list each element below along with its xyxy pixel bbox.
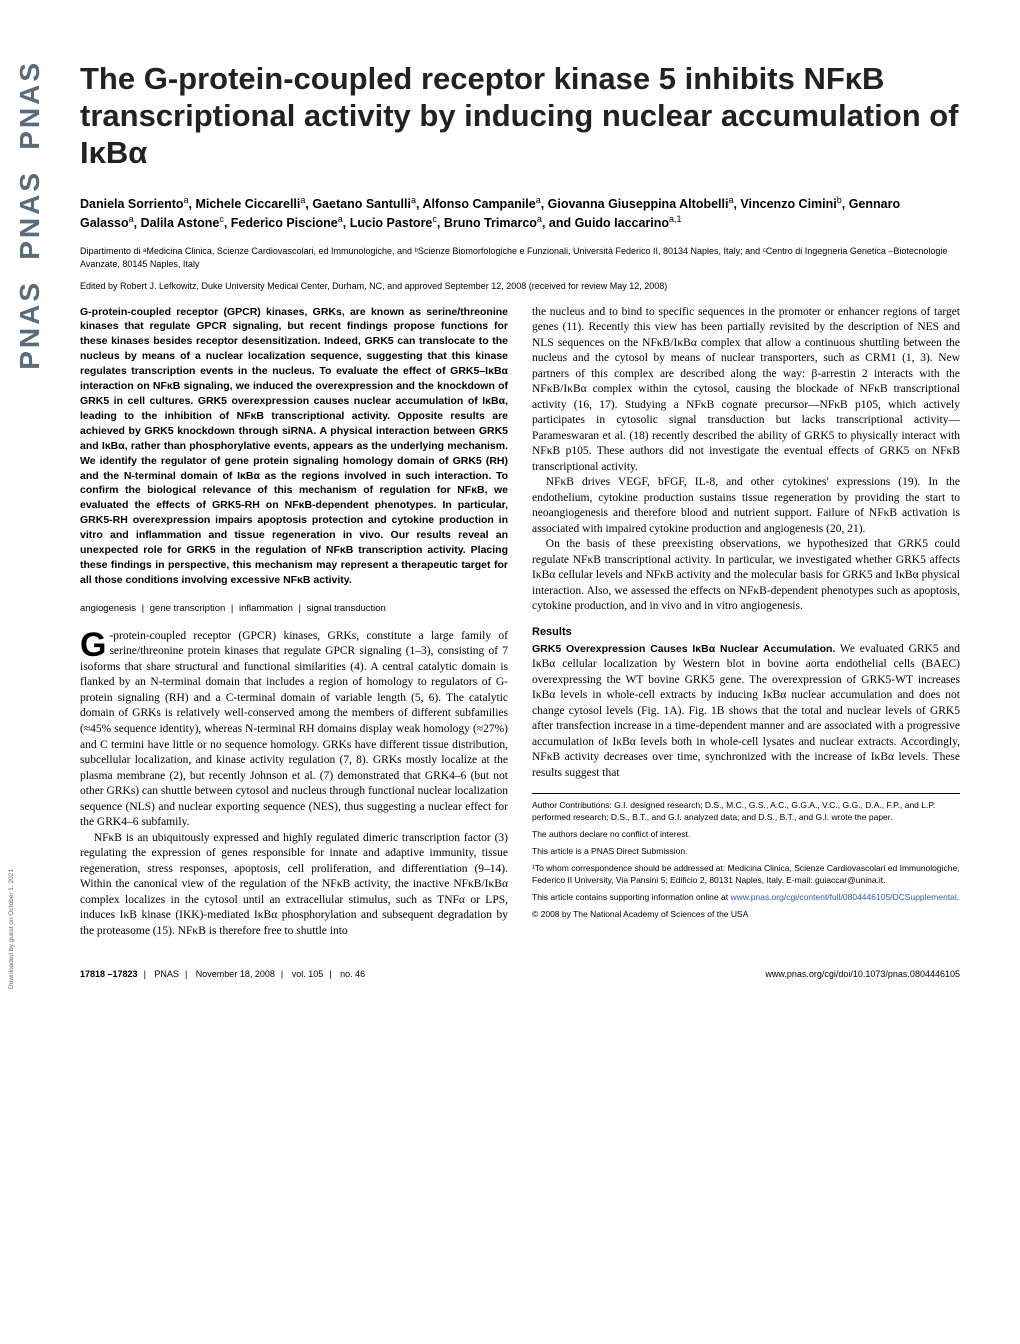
footer-left: 17818 –17823| PNAS| November 18, 2008| v…: [80, 969, 365, 979]
download-note: Downloaded by guest on October 1, 2021: [8, 869, 15, 989]
direct-submission: This article is a PNAS Direct Submission…: [532, 846, 960, 858]
two-column-body: G-protein-coupled receptor (GPCR) kinase…: [80, 305, 960, 940]
author-contributions: Author Contributions: G.I. designed rese…: [532, 800, 960, 824]
footnotes: Author Contributions: G.I. designed rese…: [532, 793, 960, 920]
results-head: Results: [532, 625, 960, 640]
body-p1: -protein-coupled receptor (GPCR) kinases…: [80, 630, 508, 828]
results-text: We evaluated GRK5 and IκBα cellular loca…: [532, 643, 960, 779]
body-p4: NFκB drives VEGF, bFGF, IL-8, and other …: [532, 475, 960, 537]
abstract: G-protein-coupled receptor (GPCR) kinase…: [80, 305, 508, 588]
page-content: The G-protein-coupled receptor kinase 5 …: [0, 0, 1020, 1019]
body-p2: NFκB is an ubiquitously expressed and hi…: [80, 831, 508, 940]
results-runin: GRK5 Overexpression Causes IκBα Nuclear …: [532, 643, 835, 655]
pnas-logo: PNAS: [14, 280, 46, 370]
authors: Daniela Sorrientoa, Michele Ciccarellia,…: [80, 194, 960, 234]
supporting-info: This article contains supporting informa…: [532, 892, 960, 904]
body-p5: On the basis of these preexisting observ…: [532, 537, 960, 615]
pnas-sidebar: PNAS PNAS PNAS: [10, 60, 50, 860]
article-title: The G-protein-coupled receptor kinase 5 …: [80, 60, 960, 172]
affiliations: Dipartimento di ᵃMedicina Clinica, Scien…: [80, 245, 960, 270]
body-p3: the nucleus and to bind to specific sequ…: [532, 305, 960, 476]
correspondence: ¹To whom correspondence should be addres…: [532, 863, 960, 887]
supporting-link[interactable]: www.pnas.org/cgi/content/full/0804446105…: [730, 892, 956, 902]
pnas-logo: PNAS: [14, 170, 46, 260]
page-footer: 17818 –17823| PNAS| November 18, 2008| v…: [80, 963, 960, 979]
conflict-statement: The authors declare no conflict of inter…: [532, 829, 960, 841]
footer-doi: www.pnas.org/cgi/doi/10.1073/pnas.080444…: [765, 969, 960, 979]
dropcap: G: [80, 629, 109, 660]
copyright: © 2008 by The National Academy of Scienc…: [532, 909, 960, 921]
pnas-logo: PNAS: [14, 60, 46, 150]
edited-by: Edited by Robert J. Lefkowitz, Duke Univ…: [80, 281, 960, 291]
keywords: angiogenesis | gene transcription | infl…: [80, 602, 508, 615]
